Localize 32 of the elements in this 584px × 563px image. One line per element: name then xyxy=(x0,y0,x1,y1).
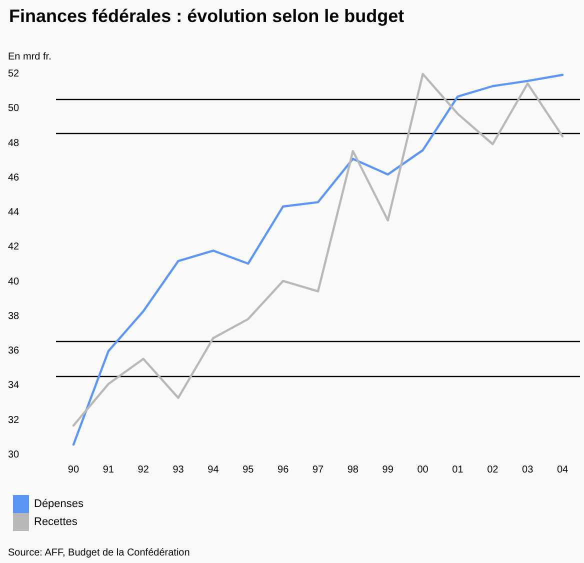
x-tick-label: 98 xyxy=(347,464,359,476)
x-tick-label: 95 xyxy=(242,464,254,476)
chart-title: Finances fédérales : évolution selon le budget xyxy=(9,6,404,26)
y-tick-label: 52 xyxy=(8,68,20,80)
y-tick-label: 40 xyxy=(8,276,20,288)
x-tick-label: 97 xyxy=(312,464,324,476)
y-tick-label: 46 xyxy=(8,172,20,184)
x-tick-label: 03 xyxy=(522,464,534,476)
x-tick-label: 93 xyxy=(172,464,184,476)
y-tick-label: 48 xyxy=(8,138,20,149)
x-tick-label: 90 xyxy=(68,464,80,476)
y-tick-label: 44 xyxy=(8,207,20,218)
x-tick-label: 01 xyxy=(452,464,464,476)
y-tick-label: 30 xyxy=(8,450,20,460)
x-tick-label: 94 xyxy=(208,464,220,476)
x-tick-label: 02 xyxy=(487,464,499,476)
y-tick-label: 36 xyxy=(8,346,20,357)
y-tick-label: 38 xyxy=(8,310,20,322)
source-note: Source: AFF, Budget de la Confédération xyxy=(8,548,190,558)
x-tick-label: 04 xyxy=(556,464,569,476)
legend-label: Recettes xyxy=(34,516,78,528)
y-tick-label: 32 xyxy=(8,414,20,426)
x-tick-label: 99 xyxy=(382,464,394,476)
legend-label: Dépenses xyxy=(34,498,84,510)
x-tick-label: 91 xyxy=(102,464,114,476)
x-tick-label: 96 xyxy=(278,464,290,476)
y-tick-label: 34 xyxy=(8,380,20,392)
x-tick-label: 92 xyxy=(138,464,150,476)
x-tick-label: 00 xyxy=(417,464,429,476)
y-tick-label: 42 xyxy=(8,242,20,253)
y-tick-label: 50 xyxy=(8,103,20,114)
y-axis-title: En mrd fr. xyxy=(8,52,52,62)
